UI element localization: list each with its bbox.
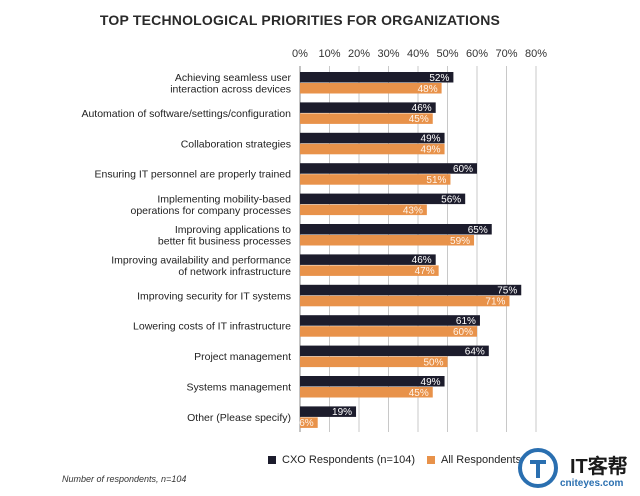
data-label-all: 45% [409, 114, 429, 125]
watermark-brand: IT客帮 [570, 456, 628, 478]
bar-cxo [300, 163, 477, 174]
bar-all [300, 417, 318, 428]
data-label-all: 60% [453, 327, 473, 338]
chart-title: TOP TECHNOLOGICAL PRIORITIES FOR ORGANIZ… [99, 12, 501, 28]
x-tick-label: 50% [436, 48, 458, 60]
x-tick-label: 20% [348, 48, 370, 60]
data-label-all: 43% [403, 205, 423, 216]
category-label: Achieving seamless user interaction acros… [170, 72, 291, 96]
category-label: Improving availability and performance of… [111, 254, 291, 278]
data-label-all: 6% [299, 418, 314, 429]
bar-all [300, 174, 451, 185]
x-tick-label: 40% [407, 48, 429, 60]
bar-cxo [300, 72, 454, 83]
category-label: Improving applications to better fit busi… [158, 224, 291, 248]
data-label-cxo: 49% [421, 134, 441, 145]
bar-cxo [300, 254, 436, 265]
data-label-cxo: 46% [412, 255, 432, 266]
data-label-all: 59% [450, 236, 470, 247]
bar-all [300, 83, 442, 94]
x-tick-label: 70% [495, 48, 517, 60]
legend-swatch-cxo [268, 456, 276, 464]
category-label: Other (Please specify) [187, 412, 291, 424]
bar-all [300, 235, 475, 246]
bar-cxo [300, 406, 357, 417]
data-label-all: 51% [426, 175, 446, 186]
data-label-cxo: 75% [497, 286, 517, 297]
bar-all [300, 113, 433, 124]
x-tick-label: 0% [292, 48, 308, 60]
x-tick-label: 60% [466, 48, 488, 60]
data-label-cxo: 19% [332, 407, 352, 418]
bar-all [300, 265, 439, 276]
data-label-all: 48% [418, 84, 438, 95]
data-label-cxo: 64% [465, 346, 485, 357]
watermark-site: cniteyes.com [560, 478, 624, 489]
category-label: Improving security for IT systems [137, 290, 291, 302]
x-tick-label: 80% [525, 48, 547, 60]
bar-cxo [300, 284, 522, 296]
category-label: Project management [194, 351, 291, 363]
data-label-all: 71% [485, 297, 505, 308]
x-tick-label: 30% [377, 48, 399, 60]
bar-cxo [300, 345, 489, 357]
data-label-cxo: 56% [441, 194, 461, 205]
category-label: Lowering costs of IT infrastructure [133, 321, 291, 333]
bar-all [300, 295, 510, 307]
data-label-cxo: 52% [429, 73, 449, 84]
watermark-logo [518, 448, 558, 488]
bar-all [300, 143, 445, 155]
bar-cxo [300, 376, 445, 387]
bar-cxo [300, 315, 480, 326]
data-label-cxo: 60% [453, 164, 473, 175]
data-label-all: 49% [421, 145, 441, 156]
category-label: Ensuring IT personnel are properly train… [94, 169, 291, 181]
category-label: Collaboration strategies [181, 138, 291, 150]
legend-label-all: All Respondents [441, 454, 522, 466]
data-label-all: 47% [415, 266, 435, 277]
data-label-all: 50% [423, 357, 443, 368]
footnote: Number of respondents, n=104 [62, 474, 187, 484]
category-label: Implementing mobility-based operations fo… [131, 194, 292, 218]
legend-swatch-all [427, 456, 435, 464]
legend: CXO Respondents (n=104) All Respondents [268, 454, 521, 466]
legend-label-cxo: CXO Respondents (n=104) [282, 454, 415, 466]
data-label-cxo: 46% [412, 103, 432, 114]
x-tick-label: 10% [318, 48, 340, 60]
category-label: Systems management [187, 382, 292, 394]
bar-all [300, 326, 477, 337]
data-label-all: 45% [409, 388, 429, 399]
bar-all [300, 387, 433, 398]
data-label-cxo: 61% [456, 316, 476, 327]
data-label-cxo: 49% [421, 377, 441, 388]
bar-cxo [300, 102, 436, 113]
bar-cxo [300, 193, 466, 205]
bar-cxo [300, 132, 445, 144]
bar-all [300, 356, 448, 368]
category-label: Automation of software/settings/configur… [81, 108, 291, 120]
data-label-cxo: 65% [468, 225, 488, 236]
bar-cxo [300, 224, 492, 235]
bar-all [300, 204, 427, 216]
